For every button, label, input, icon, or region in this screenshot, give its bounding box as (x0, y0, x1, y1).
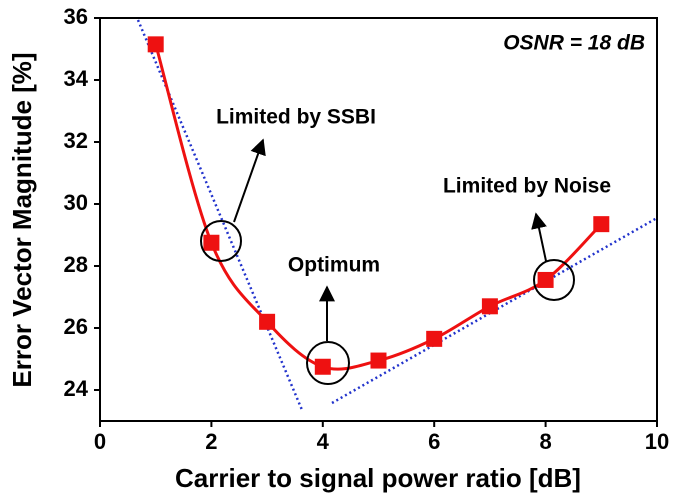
point (426, 330, 443, 347)
arrow (531, 212, 547, 262)
annotation: Optimum (288, 254, 380, 277)
point (203, 234, 220, 251)
series-line (154, 43, 603, 371)
y-tick-label: 30 (64, 190, 88, 215)
y-tick-label: 26 (64, 314, 88, 339)
point (370, 352, 387, 369)
annotation: Limited by SSBI (216, 106, 376, 129)
marks (147, 36, 610, 375)
x-tick-label: 2 (205, 429, 217, 454)
y-axis-title: Error Vector Magnitude [%] (7, 52, 37, 387)
x-tick-label: 6 (428, 429, 440, 454)
x-tick-label: 4 (317, 429, 330, 454)
point (593, 216, 610, 233)
ssbi-asymptote (136, 19, 304, 411)
annotation: OSNR = 18 dB (503, 32, 645, 55)
x-tick-label: 0 (94, 429, 106, 454)
point (147, 36, 164, 53)
y-tick-label: 34 (64, 66, 89, 91)
point (537, 271, 554, 288)
plot-frame (99, 17, 658, 422)
highlight-circle (533, 259, 575, 301)
annotation: Limited by Noise (443, 175, 611, 198)
point (481, 298, 498, 315)
y-tick-label: 28 (64, 252, 88, 277)
x-tick-label: 8 (539, 429, 551, 454)
y-tick-label: 36 (64, 4, 88, 29)
arrow (233, 138, 266, 223)
y-tick-label: 24 (64, 376, 89, 401)
highlight-circle (306, 341, 350, 385)
y-tick-label: 32 (64, 128, 88, 153)
point (314, 358, 331, 375)
point (259, 313, 276, 330)
x-axis-title: Carrier to signal power ratio [dB] (175, 463, 581, 493)
highlight-circle (200, 220, 242, 262)
x-tick-label: 10 (645, 429, 669, 454)
